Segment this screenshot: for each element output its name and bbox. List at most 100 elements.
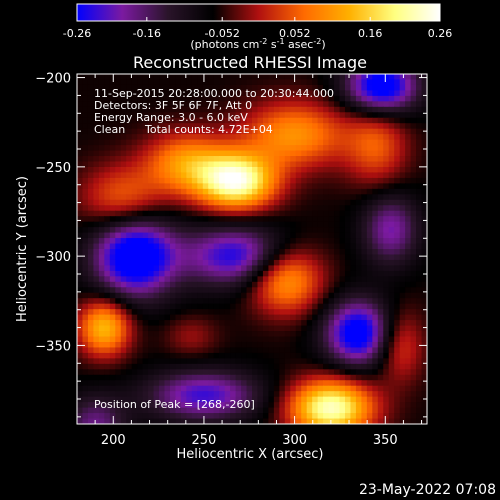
heatmap-cell: [312, 325, 319, 332]
heatmap-cell: [175, 101, 182, 108]
heatmap-cell: [109, 150, 116, 157]
heatmap-cell: [77, 112, 84, 119]
heatmap-cell: [142, 391, 149, 398]
heatmap-cell: [241, 369, 248, 376]
heatmap-cell: [421, 134, 427, 141]
heatmap-cell: [153, 320, 160, 327]
heatmap-cell: [153, 352, 160, 359]
heatmap-cell: [175, 232, 182, 239]
heatmap-cell: [131, 150, 138, 157]
heatmap-cell: [202, 128, 209, 135]
heatmap-cell: [410, 320, 417, 327]
heatmap-cell: [383, 177, 390, 184]
heatmap-cell: [180, 413, 187, 420]
heatmap-cell: [366, 402, 373, 409]
heatmap-cell: [153, 358, 160, 365]
heatmap-cell: [361, 139, 368, 146]
heatmap-cell: [383, 298, 390, 305]
heatmap-cell: [290, 74, 297, 81]
heatmap-cell: [131, 287, 138, 294]
heatmap-cell: [334, 259, 341, 267]
heatmap-cell: [246, 358, 253, 365]
heatmap-cell: [180, 325, 187, 332]
heatmap-cell: [284, 385, 291, 392]
heatmap-cell: [82, 172, 89, 179]
heatmap-cell: [246, 281, 253, 288]
heatmap-cell: [317, 112, 324, 119]
heatmap-cell: [197, 352, 204, 359]
heatmap-cell: [421, 79, 427, 86]
heatmap-cell: [344, 106, 352, 113]
heatmap-cell: [268, 331, 275, 338]
heatmap-cell: [394, 259, 401, 267]
heatmap-cell: [175, 183, 182, 190]
heatmap-cell: [77, 363, 84, 370]
heatmap-cell: [388, 407, 395, 414]
heatmap-cell: [405, 166, 412, 174]
heatmap-cell: [131, 325, 138, 332]
heatmap-cell: [246, 123, 253, 130]
heatmap-cell: [268, 139, 275, 146]
heatmap-cell: [284, 369, 291, 376]
heatmap-cell: [410, 227, 417, 234]
heatmap-cell: [126, 396, 133, 403]
heatmap-cell: [361, 363, 368, 370]
heatmap-cell: [312, 254, 319, 261]
heatmap-cell: [306, 413, 313, 420]
heatmap-cell: [399, 128, 406, 135]
heatmap-cell: [197, 325, 204, 332]
heatmap-cell: [361, 117, 368, 124]
colorbar-unit-label: (photons cm-2 s-1 asec-2): [190, 37, 325, 51]
heatmap-cell: [126, 254, 133, 261]
heatmap-cell: [312, 331, 319, 338]
heatmap-cell: [131, 402, 138, 409]
heatmap-cell: [104, 254, 111, 261]
heatmap-cell: [164, 331, 171, 338]
heatmap-cell: [208, 150, 215, 157]
heatmap-cell: [361, 385, 368, 392]
heatmap-cell: [219, 221, 226, 228]
heatmap-cell: [350, 407, 357, 414]
heatmap-cell: [366, 303, 373, 310]
heatmap-cell: [399, 385, 406, 392]
heatmap-cell: [137, 314, 144, 321]
heatmap-cell: [383, 243, 390, 250]
heatmap-cell: [186, 243, 193, 250]
heatmap-cell: [262, 183, 270, 190]
heatmap-cell: [301, 320, 308, 327]
heatmap-cell: [93, 128, 100, 135]
heatmap-cell: [137, 90, 144, 97]
heatmap-cell: [284, 166, 291, 174]
heatmap-cell: [115, 320, 122, 327]
heatmap-cell: [328, 106, 335, 113]
heatmap-cell: [235, 352, 242, 359]
heatmap-cell: [87, 402, 95, 409]
heatmap-cell: [241, 402, 248, 409]
heatmap-cell: [301, 336, 308, 343]
heatmap-cell: [120, 298, 127, 305]
heatmap-cell: [213, 112, 220, 119]
heatmap-cell: [208, 243, 215, 250]
heatmap-cell: [323, 265, 330, 272]
heatmap-cell: [219, 243, 226, 250]
heatmap-cell: [328, 347, 335, 354]
heatmap-cell: [339, 391, 346, 398]
heatmap-cell: [175, 139, 182, 146]
heatmap-cell: [252, 194, 259, 201]
heatmap-cell: [399, 145, 406, 152]
heatmap-cell: [115, 139, 122, 146]
heatmap-cell: [219, 139, 226, 146]
heatmap-cell: [180, 112, 187, 119]
heatmap-cell: [115, 90, 122, 97]
heatmap-cell: [284, 249, 291, 256]
heatmap-cell: [213, 352, 220, 359]
heatmap-cell: [317, 117, 324, 124]
heatmap-cell: [355, 194, 362, 201]
heatmap-cell: [295, 101, 302, 108]
heatmap-cell: [148, 123, 155, 130]
heatmap-cell: [323, 166, 330, 174]
heatmap-cell: [394, 413, 401, 420]
heatmap-cell: [257, 188, 264, 195]
heatmap-cell: [104, 145, 111, 152]
heatmap-cell: [186, 418, 193, 424]
